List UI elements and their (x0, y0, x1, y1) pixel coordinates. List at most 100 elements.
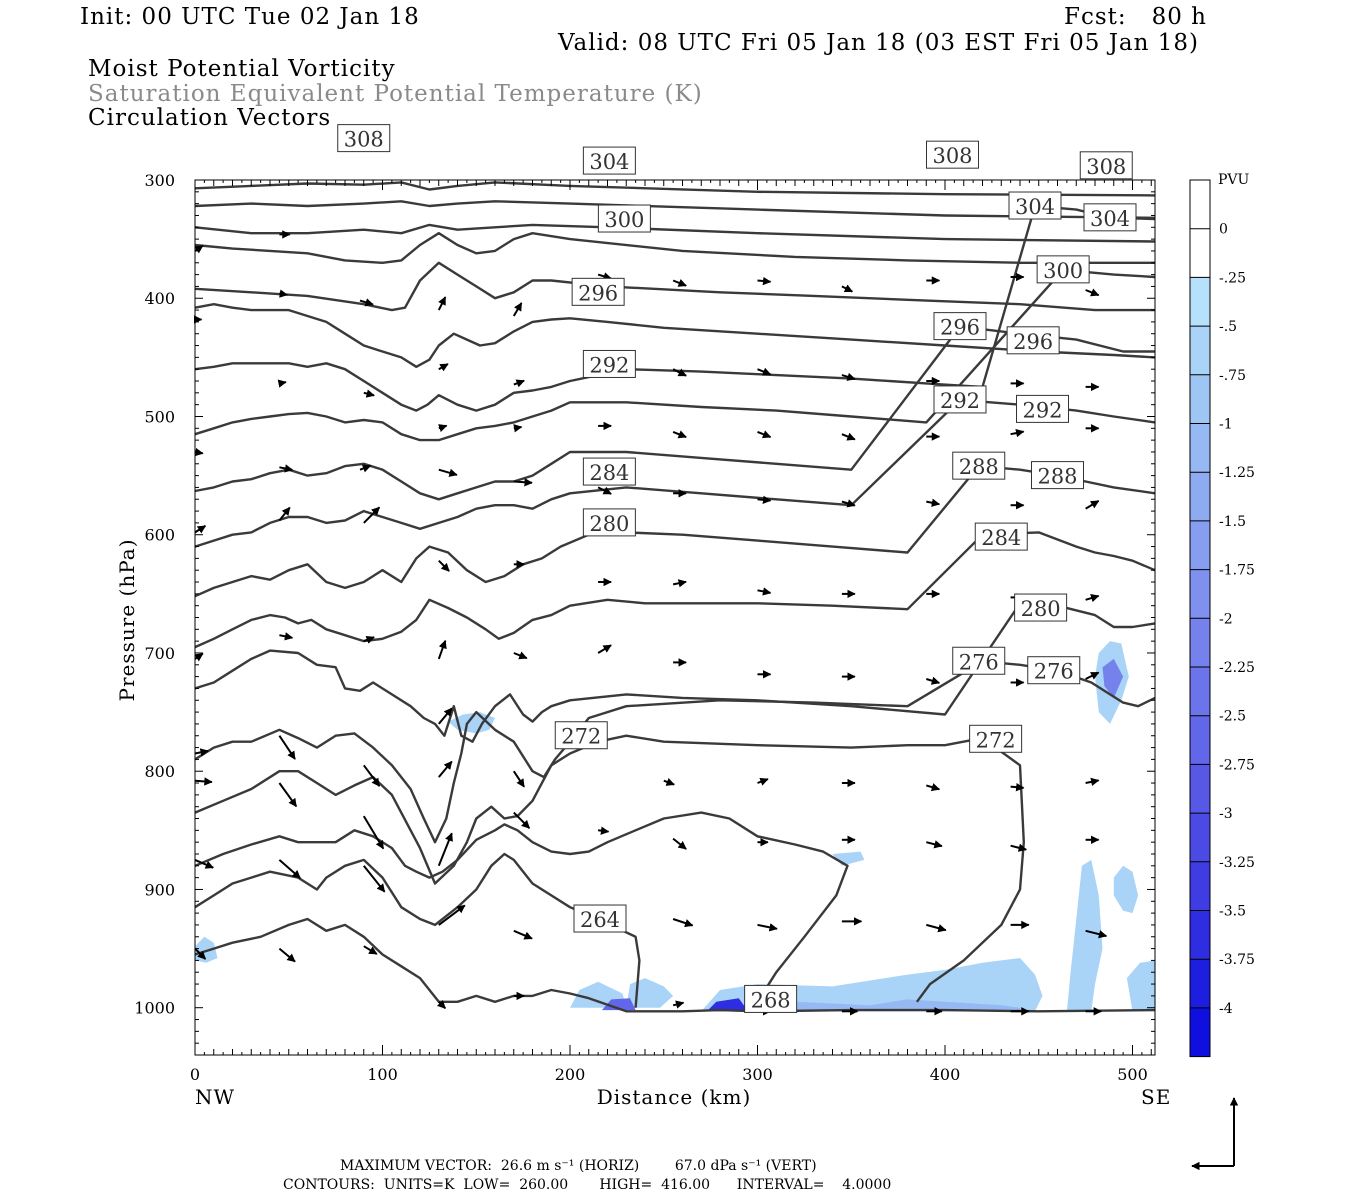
circulation-vector (757, 276, 772, 286)
circulation-vector (437, 832, 453, 867)
circulation-vector (926, 498, 941, 507)
contour-label: 304 (589, 150, 629, 174)
circulation-vector (359, 464, 372, 473)
contour-label-box (744, 984, 798, 1013)
circulation-vector (1085, 500, 1100, 510)
colorbar-swatch (1190, 861, 1210, 911)
y-tick-label: 600 (144, 526, 175, 545)
circulation-vector (757, 777, 769, 786)
circulation-vector (757, 923, 778, 932)
contour-label: 300 (1043, 259, 1083, 283)
contour-label-box (952, 451, 1006, 480)
circulation-vector (277, 379, 287, 388)
circulation-vector (363, 635, 375, 644)
circulation-vector (513, 651, 528, 660)
circulation-vector (841, 499, 856, 508)
contour-label-box (1031, 461, 1084, 490)
pv-shaded-region (601, 998, 636, 1011)
circulation-vector (757, 495, 772, 505)
x-axis-right-label: SE (1141, 1085, 1171, 1109)
colorbar-swatch (1190, 520, 1210, 570)
contour-label-box (582, 349, 636, 378)
circulation-vector (672, 278, 687, 287)
circulation-vector (438, 707, 453, 725)
contour-label: 284 (981, 526, 1021, 550)
circulation-vector (1085, 671, 1100, 680)
circulation-vector (663, 777, 675, 786)
colorbar-tick-label: -2.75 (1219, 757, 1255, 773)
circulation-vector (438, 760, 453, 778)
theta-es-contour-308 (194, 303, 1156, 368)
y-tick-label: 1000 (134, 999, 175, 1018)
y-tick-label: 700 (144, 644, 175, 663)
theta-es-contour-280 (194, 602, 1156, 743)
circulation-vector (194, 858, 214, 869)
contour-label: 308 (1086, 155, 1126, 179)
circulation-vector (672, 1000, 685, 1009)
contour-label: 272 (561, 725, 601, 749)
contour-label: 284 (589, 461, 629, 485)
contour-label: 304 (1015, 195, 1055, 219)
contour-label: 296 (940, 316, 980, 340)
field-title-vectors: Circulation Vectors (88, 105, 332, 131)
contour-label-box (1083, 203, 1137, 232)
circulation-vector (1010, 843, 1028, 852)
circulation-vector (757, 587, 772, 596)
contour-label: 276 (959, 650, 999, 674)
theta-es-contour-264 (194, 852, 641, 1008)
circulation-vector (513, 379, 525, 388)
circulation-vector (438, 904, 466, 926)
circulation-vector (359, 298, 374, 307)
contours-note: CONTOURS: UNITS=K LOW= 260.00 HIGH= 416.… (283, 1177, 892, 1193)
theta-es-contour-300 (194, 268, 1156, 442)
colorbar-tick-label: -4 (1219, 1001, 1233, 1017)
y-tick-label: 900 (144, 880, 175, 899)
circulation-vector (278, 782, 298, 808)
circulation-vector (1010, 428, 1025, 438)
pv-shaded-region (757, 999, 1020, 1012)
contour-label-box (1008, 191, 1062, 220)
theta-es-contour-260 (194, 917, 1156, 1013)
circulation-vector (363, 865, 386, 893)
colorbar-tick-label: -.25 (1219, 270, 1246, 286)
circulation-vector (279, 289, 289, 298)
colorbar-tick-label: -1 (1219, 417, 1233, 433)
contour-label: 292 (589, 353, 629, 377)
theta-es-contour-288 (194, 464, 1156, 598)
colorbar-tick-label: -2.25 (1219, 660, 1255, 676)
contour-label: 276 (1034, 660, 1074, 684)
contour-label: 288 (1037, 465, 1077, 489)
reference-vector-icon (1191, 1097, 1239, 1171)
y-tick-label: 500 (144, 407, 175, 426)
colorbar-tick-label: -2 (1219, 611, 1233, 627)
colorbar-tick-label: -1.25 (1219, 465, 1255, 481)
x-tick-label: 300 (742, 1065, 773, 1084)
circulation-vector (672, 918, 694, 928)
circulation-vector (926, 783, 941, 792)
colorbar-swatch (1190, 667, 1210, 716)
circulation-vector (1085, 594, 1100, 603)
colorbar-swatch (1190, 959, 1210, 1008)
field-title-mpv: Moist Potential Vorticity (88, 56, 396, 82)
contour-label-box (582, 146, 636, 175)
contour-label-box (1027, 656, 1081, 685)
contour-label: 292 (940, 389, 980, 413)
colorbar-swatch (1190, 472, 1210, 521)
pv-shaded-region (626, 978, 674, 1008)
contour-label: 308 (932, 144, 972, 168)
contour-label-box (1036, 255, 1090, 284)
contour-label-box (1079, 151, 1133, 180)
colorbar-tick-label: -3.25 (1219, 855, 1255, 871)
contour-label: 300 (604, 208, 644, 232)
circulation-vector (841, 432, 856, 441)
circulation-vector (926, 676, 941, 685)
contour-label: 292 (1022, 398, 1062, 422)
circulation-vector (278, 506, 291, 522)
colorbar-swatch (1190, 228, 1210, 278)
contour-label-box (926, 140, 979, 169)
circulation-vector (512, 302, 523, 317)
circulation-vector (926, 840, 943, 849)
x-tick-label: 500 (1117, 1065, 1148, 1084)
circulation-vector (278, 947, 296, 963)
colorbar-swatch (1190, 715, 1210, 765)
